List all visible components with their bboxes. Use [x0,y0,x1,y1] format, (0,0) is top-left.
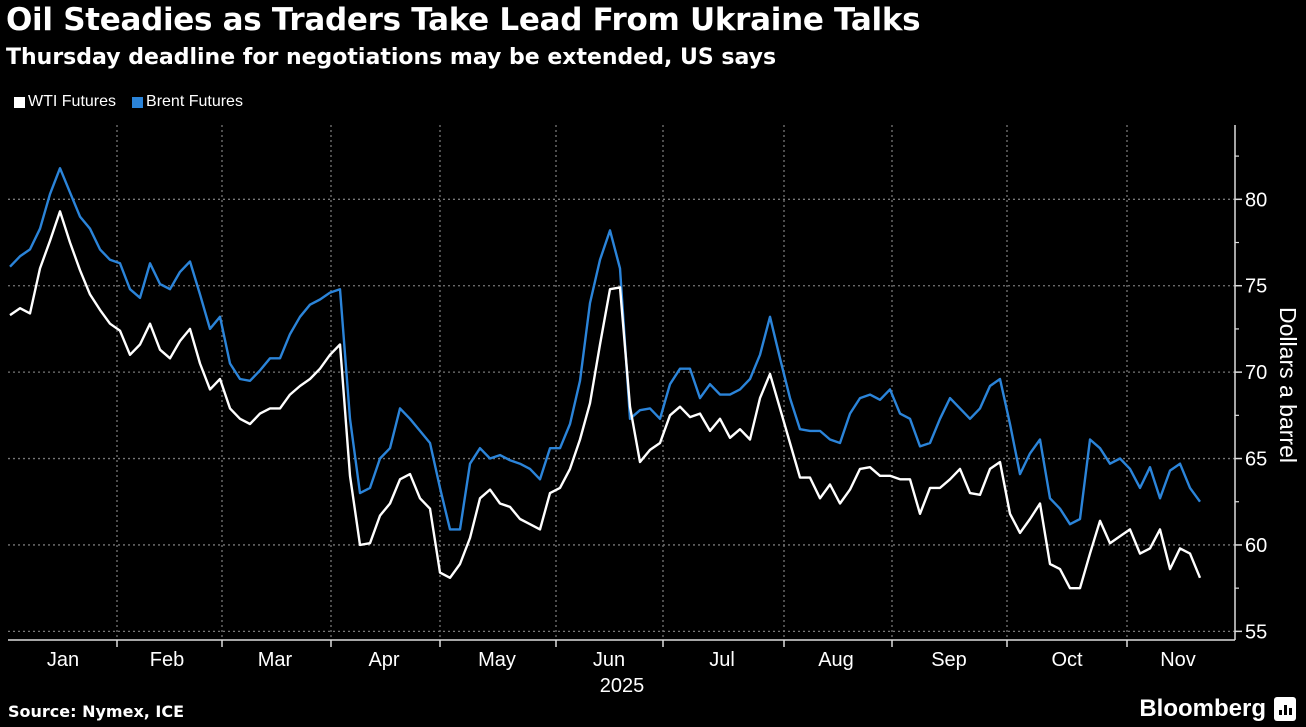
x-tick-label-apr: Apr [368,649,399,671]
bloomberg-logo: Bloomberg [1139,695,1296,723]
axes: 55 60 65 70 75 80 Jan Feb Mar Apr May Jun Jul Aug Sep O… [8,125,1267,671]
series-line-wti-futures [9,210,1202,590]
y-axis-title: Dollars a barrel [1275,307,1301,463]
x-tick-label-nov: Nov [1160,649,1196,671]
x-tick-label-mar: Mar [258,649,293,671]
legend-item-wti: WTI Futures [14,93,116,111]
x-tick-label-jun: Jun [593,649,625,671]
y-tick-label: 80 [1245,189,1267,211]
y-tick-label: 55 [1245,621,1267,643]
x-tick-label-jul: Jul [709,649,735,671]
legend-label-wti: WTI Futures [28,93,117,110]
x-tick-label-sep: Sep [931,649,967,671]
x-axis-year-label: 2025 [600,675,645,697]
y-tick-label: 70 [1245,362,1267,384]
x-tick-label-aug: Aug [818,649,854,671]
legend: WTI Futures Brent Futures [14,93,243,111]
y-tick-label: 75 [1245,276,1267,298]
bloomberg-chart-icon [1274,697,1296,721]
y-tick-label: 65 [1245,449,1267,471]
legend-swatch-brent [132,96,144,108]
chart-subtitle: Thursday deadline for negotiations may b… [6,45,777,70]
x-tick-label-may: May [478,649,516,671]
gridlines [8,125,1235,640]
legend-label-brent: Brent Futures [146,93,243,110]
legend-item-brent: Brent Futures [132,93,243,111]
x-tick-label-feb: Feb [150,649,184,671]
series-lines [9,166,1202,590]
source-note: Source: Nymex, ICE [8,702,185,721]
chart-title: Oil Steadies as Traders Take Lead From U… [6,2,921,38]
x-tick-label-oct: Oct [1051,649,1083,671]
brand-name: Bloomberg [1139,695,1266,722]
legend-swatch-wti [14,96,25,108]
series-line-brent-futures [9,166,1201,531]
y-tick-label: 60 [1245,535,1267,557]
x-tick-label-jan: Jan [47,649,79,671]
